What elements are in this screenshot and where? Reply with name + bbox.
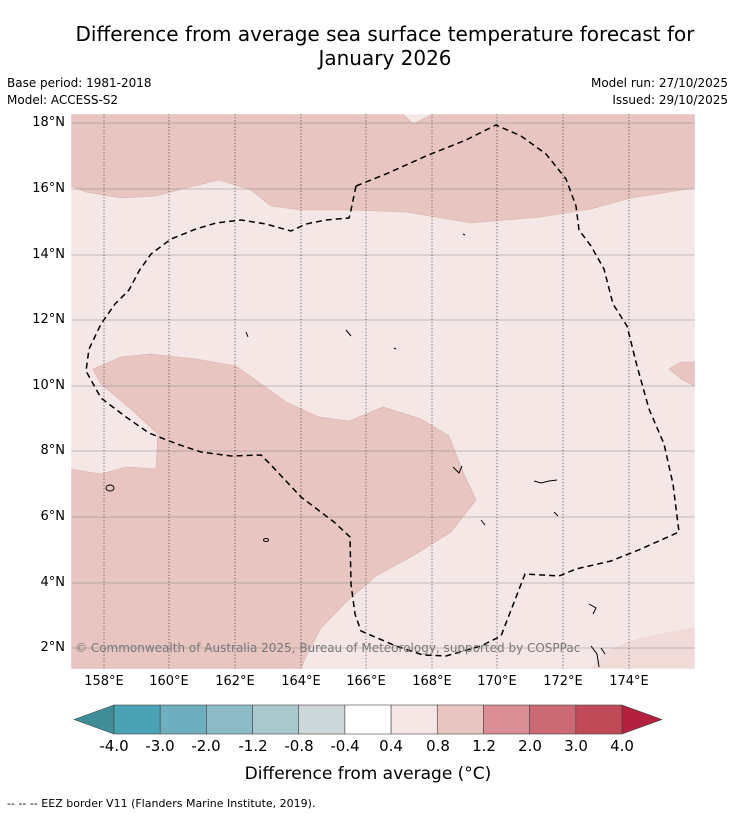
colorbar-cell (344, 704, 392, 735)
colorbar-tick: -2.0 (191, 737, 221, 755)
colorbar-tick: -0.8 (284, 737, 314, 755)
model-name: Model: ACCESS-S2 (7, 93, 119, 107)
map-title: Difference from average sea surface temp… (40, 22, 730, 70)
map-panel: © Commonwealth of Australia 2025, Bureau… (71, 114, 695, 669)
lon-label: 170°E (477, 674, 517, 689)
colorbar (73, 704, 663, 735)
lon-label: 172°E (543, 674, 583, 689)
colorbar-cell (529, 704, 577, 735)
anomaly-region-east (668, 361, 695, 387)
colorbar-tick: -4.0 (99, 737, 129, 755)
colorbar-cell (298, 704, 346, 735)
issued-date: Issued: 29/10/2025 (612, 93, 728, 107)
colorbar-tick: -0.4 (330, 737, 360, 755)
colorbar-tick: 2.0 (518, 737, 542, 755)
colorbar-tick: -3.0 (145, 737, 175, 755)
lon-label: 168°E (412, 674, 452, 689)
lat-label: 8°N (40, 443, 66, 458)
anomaly-region-southeast (590, 627, 695, 669)
colorbar-cell (252, 704, 300, 735)
colorbar-cell (113, 704, 161, 735)
lat-label: 16°N (32, 181, 65, 196)
latitude-gridlines (71, 122, 695, 649)
meta-left: Base period: 1981-2018 Model: ACCESS-S2 (7, 75, 152, 109)
colorbar-cell (483, 704, 530, 735)
lat-label: 12°N (32, 312, 65, 327)
eez-legend: -- -- -- EEZ border V11 (Flanders Marine… (7, 797, 316, 810)
colorbar-over-arrow (621, 704, 663, 735)
colorbar-tick: 3.0 (564, 737, 588, 755)
lon-label: 166°E (346, 674, 386, 689)
lat-label: 4°N (40, 575, 66, 590)
copyright-watermark: © Commonwealth of Australia 2025, Bureau… (75, 641, 580, 655)
lon-label: 162°E (215, 674, 255, 689)
eez-border (85, 124, 680, 657)
model-run: Model run: 27/10/2025 (590, 76, 728, 90)
colorbar-tick: 0.8 (426, 737, 450, 755)
lon-label: 158°E (84, 674, 124, 689)
lat-label: 6°N (40, 509, 66, 524)
lon-label: 160°E (149, 674, 189, 689)
meta-right: Model run: 27/10/2025 Issued: 29/10/2025 (591, 75, 728, 109)
lat-label: 18°N (32, 115, 65, 130)
islands (105, 233, 606, 668)
colorbar-tick: -1.2 (238, 737, 268, 755)
lon-label: 174°E (609, 674, 649, 689)
colorbar-cell (575, 704, 623, 735)
base-period: Base period: 1981-2018 (7, 76, 152, 90)
lat-label: 2°N (40, 640, 66, 655)
colorbar-label: Difference from average (°C) (244, 764, 492, 784)
colorbar-tick: 0.4 (379, 737, 403, 755)
anomaly-region-central (71, 353, 477, 669)
anomaly-region-north (71, 114, 695, 224)
colorbar-tick: 4.0 (610, 737, 634, 755)
title-line-2: January 2026 (318, 46, 452, 70)
title-line-1: Difference from average sea surface temp… (75, 22, 695, 46)
colorbar-cell (206, 704, 253, 735)
colorbar-under-arrow (73, 704, 115, 735)
colorbar-cell (390, 704, 438, 735)
colorbar-cell (436, 704, 484, 735)
colorbar-cells (113, 704, 623, 735)
lat-label: 10°N (32, 378, 65, 393)
colorbar-cell (159, 704, 207, 735)
colorbar-tick: 1.2 (472, 737, 496, 755)
lon-label: 164°E (281, 674, 321, 689)
lat-label: 14°N (32, 247, 65, 262)
